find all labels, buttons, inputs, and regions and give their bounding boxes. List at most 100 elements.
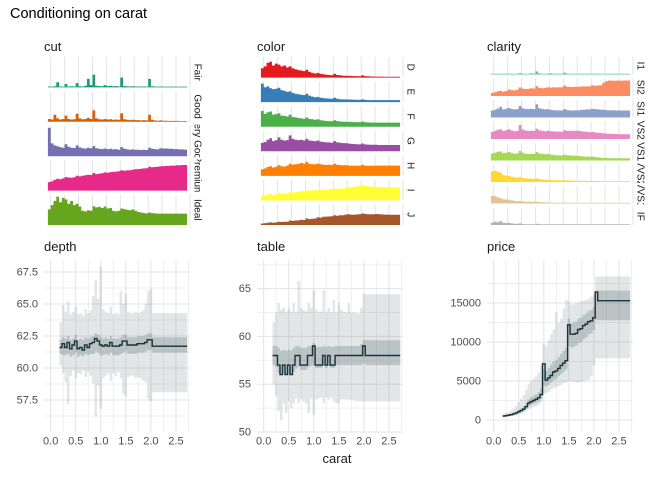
facet-strip: VS1: [635, 142, 646, 161]
color-facet-J: J: [260, 204, 416, 225]
x-tick-label: 1.5: [331, 436, 346, 448]
clarity-facet-VVS2: VVS2: [490, 160, 646, 186]
y-tick-label: 5000: [457, 376, 481, 388]
facet-strip: IF: [635, 212, 646, 221]
histogram-area-Ideal: [47, 196, 188, 225]
cut-facet-Good: Good: [47, 91, 203, 122]
x-tick-label: 2.0: [586, 436, 601, 448]
facet-strip: H: [405, 162, 416, 169]
facet-strip: F: [405, 113, 416, 119]
facet-strip-label: IF: [635, 212, 646, 221]
facet-strip-label: I1: [635, 62, 646, 71]
outer-band: [272, 281, 401, 421]
cut-facet-Ideal: Ideal: [47, 194, 203, 225]
histogram-area-VS1: [490, 150, 631, 161]
histogram-area-D: [260, 61, 401, 78]
facet-strip-label: VS1: [635, 142, 646, 161]
price-panel-title: price: [487, 239, 516, 254]
inner-band: [502, 290, 631, 417]
x-tick-label: 2.5: [168, 436, 183, 448]
facet-strip-label: I: [405, 189, 416, 192]
facet-strip-label: SI2: [635, 80, 646, 95]
histogram-area-E: [260, 83, 401, 103]
facet-strip: I: [405, 189, 416, 192]
cut-panel-title: cut: [44, 39, 62, 54]
histogram-area-H: [260, 161, 401, 176]
x-tick-label: 2.5: [611, 436, 626, 448]
clarity-facet-SI2: SI2: [490, 78, 646, 96]
facet-strip: G: [405, 137, 416, 145]
x-tick-label: 2.0: [143, 436, 158, 448]
y-tick-label: 57.5: [17, 395, 38, 407]
median-line: [502, 291, 631, 417]
histogram-area-I1: [490, 71, 631, 75]
y-tick-label: 50: [239, 427, 251, 439]
x-tick-label: 2.5: [381, 436, 396, 448]
facet-strip: VS2: [635, 121, 646, 140]
x-tick-label: 1.5: [118, 436, 133, 448]
x-tick-label: 0.0: [486, 436, 501, 448]
x-tick-label: 0.0: [43, 436, 58, 448]
clarity-facet-VS1: VS1: [490, 142, 646, 162]
facet-strip: D: [405, 64, 416, 71]
clarity-facet-I1: I1: [490, 57, 646, 75]
main-title: Conditioning on carat: [10, 6, 148, 22]
facet-strip: Good: [192, 94, 203, 118]
histogram-area-J: [260, 213, 401, 225]
facet-strip-label: VVS2: [635, 160, 646, 186]
cut-panel: Fair Good Very Good Premium Ideal: [47, 57, 203, 225]
clarity-facet-IF: IF: [490, 207, 646, 225]
histogram-area-F: [260, 110, 401, 127]
x-tick-label: 1.5: [561, 436, 576, 448]
y-tick-label: 67.5: [17, 267, 38, 279]
histogram-area-VVS2: [490, 170, 631, 182]
clarity-facet-SI1: SI1: [490, 100, 646, 118]
x-tick-label: 0.5: [281, 436, 296, 448]
x-tick-label: 2.0: [356, 436, 371, 448]
facet-strip: SI1: [635, 101, 646, 116]
facet-strip: Premium: [192, 159, 203, 191]
facet-strip-label: D: [405, 64, 416, 71]
facet-strip-label: SI1: [635, 101, 646, 116]
color-panel: D E F G H I J: [260, 57, 416, 225]
facet-strip-label: Fair: [192, 64, 203, 82]
facet-strip: Fair: [192, 64, 203, 82]
price-panel: 0 5000 10000 15000 0.0 0.5 1.0 1.5 2.0 2.5: [450, 260, 633, 448]
color-facet-E: E: [260, 81, 416, 103]
table-data: [272, 281, 401, 421]
histogram-area-Premium: [47, 165, 188, 191]
facet-strip-label: H: [405, 162, 416, 169]
depth-panel-title: depth: [44, 239, 77, 254]
x-tick-label: 1.0: [306, 436, 321, 448]
y-tick-label: 62.5: [17, 331, 38, 343]
histogram-area-Very Good: [47, 127, 188, 157]
y-tick-label: 15000: [450, 298, 481, 310]
clarity-panel-title: clarity: [487, 39, 521, 54]
x-tick-label: 0.5: [511, 436, 526, 448]
outer-band: [502, 276, 631, 418]
histogram-area-VS2: [490, 125, 631, 139]
facet-strip: VVS1: [635, 182, 646, 208]
facet-strip: VVS2: [635, 160, 646, 186]
depth-data: [59, 266, 188, 417]
facet-strip-label: VVS1: [635, 182, 646, 208]
facet-strip: I1: [635, 62, 646, 71]
clarity-facet-VVS1: VVS1: [490, 182, 646, 208]
table-panel-title: table: [257, 239, 286, 254]
facet-strip: Very Good: [192, 125, 203, 157]
x-tick-label: 0.0: [256, 436, 271, 448]
facet-strip: SI2: [635, 80, 646, 95]
facet-strip: Ideal: [192, 199, 203, 221]
clarity-facet-VS2: VS2: [490, 121, 646, 140]
y-tick-label: 10000: [450, 337, 481, 349]
histogram-area-Fair: [47, 74, 188, 88]
color-facet-H: H: [260, 155, 416, 176]
histogram-area-I: [260, 185, 401, 201]
inner-band: [59, 333, 188, 357]
color-panel-title: color: [257, 39, 286, 54]
table-panel: 50 55 60 65 0.0 0.5 1.0 1.5 2.0 2.5: [239, 260, 403, 448]
price-data: [502, 276, 631, 418]
median-line: [272, 345, 401, 376]
color-facet-F: F: [260, 106, 416, 127]
